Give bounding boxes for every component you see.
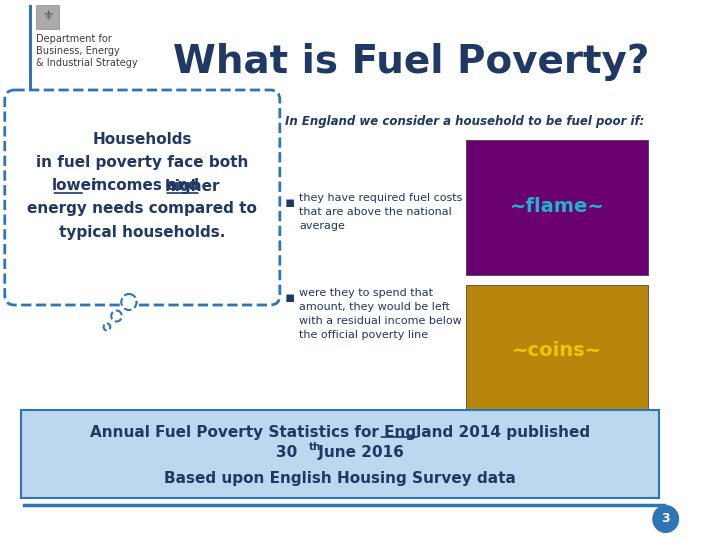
Text: Business, Energy: Business, Energy	[36, 46, 120, 56]
Text: What is Fuel Poverty?: What is Fuel Poverty?	[173, 43, 649, 81]
FancyBboxPatch shape	[466, 140, 647, 275]
FancyBboxPatch shape	[21, 410, 659, 498]
Text: 3: 3	[662, 512, 670, 525]
Text: Department for: Department for	[36, 34, 112, 44]
Circle shape	[653, 506, 678, 532]
Text: & Industrial Strategy: & Industrial Strategy	[36, 58, 138, 68]
Text: that are above the national: that are above the national	[299, 207, 451, 217]
Text: Annual Fuel Poverty Statistics for England 2014 published: Annual Fuel Poverty Statistics for Engla…	[90, 424, 590, 440]
Text: lower: lower	[52, 179, 99, 193]
Text: th: th	[308, 442, 321, 452]
Text: ▪: ▪	[284, 290, 295, 305]
Circle shape	[112, 310, 122, 321]
Text: in fuel poverty face both: in fuel poverty face both	[36, 156, 248, 171]
Text: 30    June 2016: 30 June 2016	[276, 444, 404, 460]
FancyBboxPatch shape	[466, 285, 647, 415]
Text: energy needs compared to: energy needs compared to	[27, 201, 257, 217]
Text: ⚜: ⚜	[42, 10, 53, 24]
Text: were they to spend that: were they to spend that	[299, 288, 433, 298]
Text: amount, they would be left: amount, they would be left	[299, 302, 450, 312]
Text: higher: higher	[164, 179, 220, 193]
FancyBboxPatch shape	[29, 5, 32, 95]
Text: incomes and: incomes and	[86, 179, 204, 193]
FancyBboxPatch shape	[5, 90, 280, 305]
FancyBboxPatch shape	[36, 5, 59, 29]
Text: the official poverty line: the official poverty line	[299, 330, 428, 340]
Text: ~coins~: ~coins~	[512, 341, 602, 360]
Text: In England we consider a household to be fuel poor if:: In England we consider a household to be…	[284, 116, 644, 129]
Text: average: average	[299, 221, 345, 231]
Text: ▪: ▪	[284, 195, 295, 210]
Text: they have required fuel costs: they have required fuel costs	[299, 193, 462, 203]
Text: with a residual income below: with a residual income below	[299, 316, 462, 326]
Circle shape	[121, 294, 137, 310]
Text: Households: Households	[93, 132, 192, 147]
Text: typical households.: typical households.	[59, 225, 225, 240]
Text: Based upon English Housing Survey data: Based upon English Housing Survey data	[164, 470, 516, 485]
Circle shape	[104, 323, 110, 330]
Text: ~flame~: ~flame~	[509, 198, 604, 217]
